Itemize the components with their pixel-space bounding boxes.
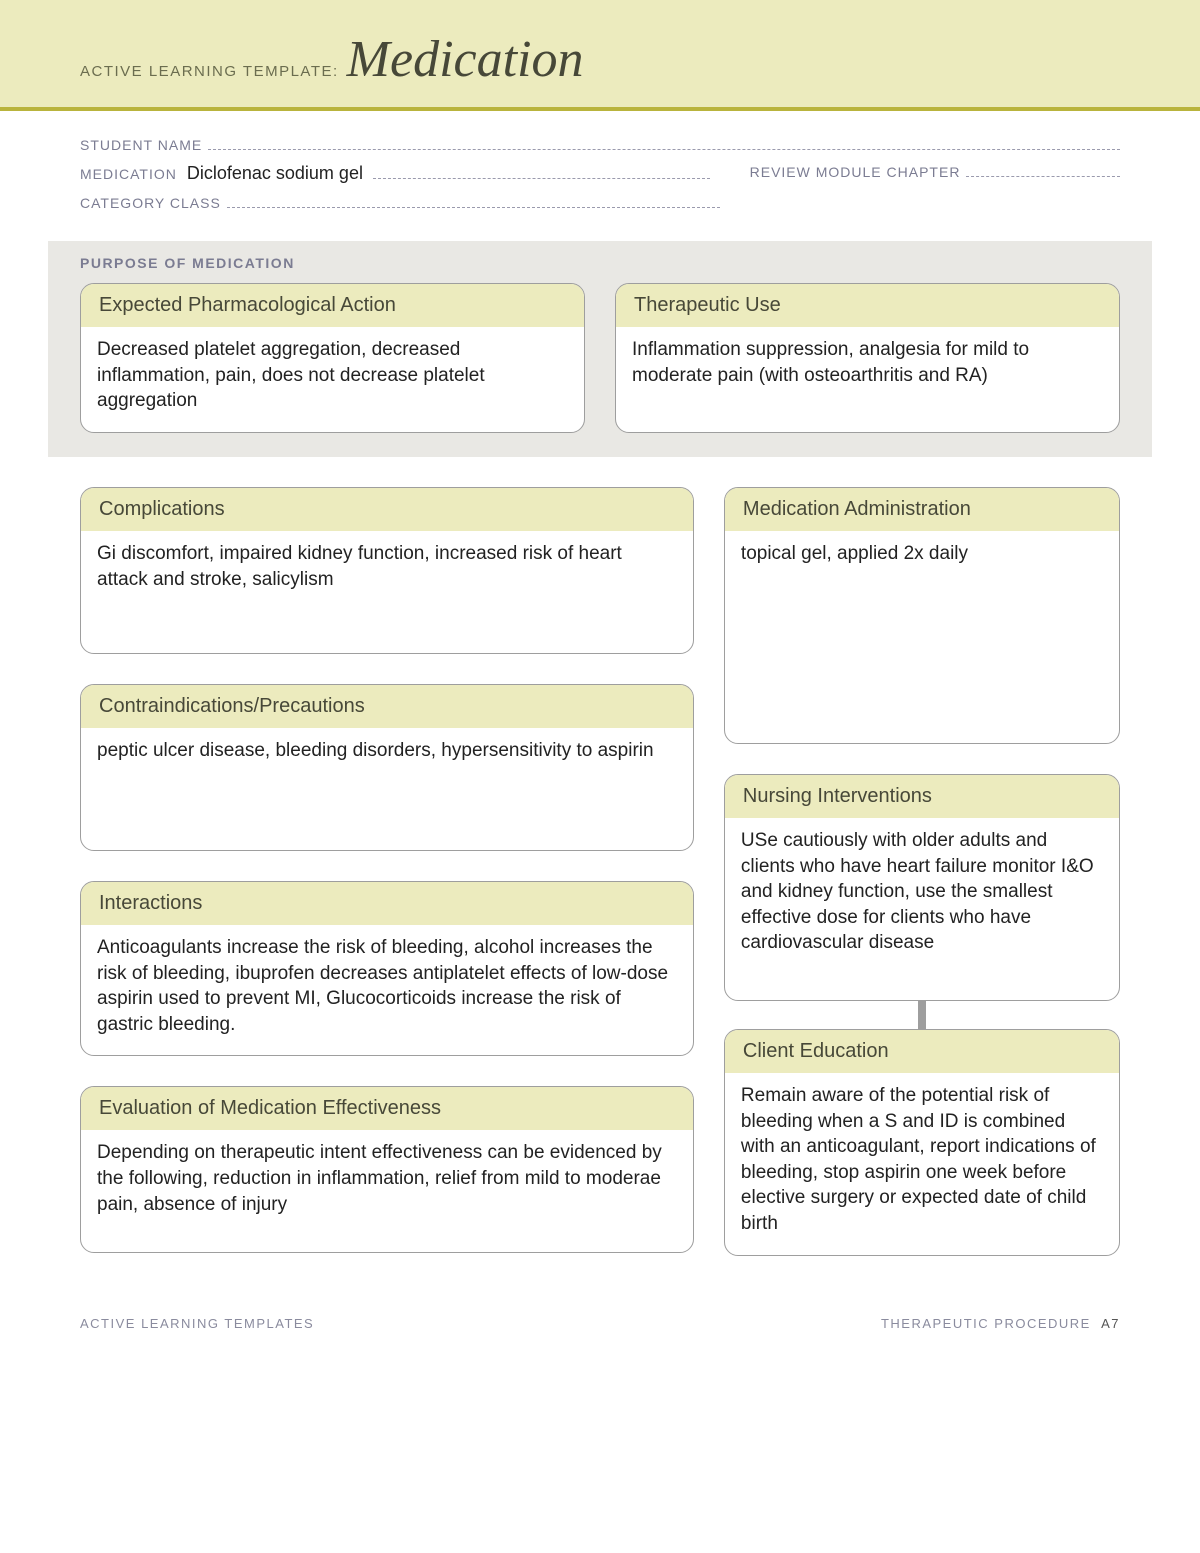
meta-block: STUDENT NAME MEDICATION Diclofenac sodiu… [0, 111, 1200, 231]
therapeutic-use-body: Inflammation suppression, analgesia for … [616, 329, 1119, 406]
footer: ACTIVE LEARNING TEMPLATES THERAPEUTIC PR… [0, 1256, 1200, 1331]
complications-title: Complications [81, 488, 693, 533]
complications-card: Complications Gi discomfort, impaired ki… [80, 487, 694, 654]
administration-title: Medication Administration [725, 488, 1119, 533]
review-field[interactable] [966, 163, 1120, 177]
purpose-section-label: PURPOSE OF MEDICATION [80, 255, 1120, 271]
complications-body: Gi discomfort, impaired kidney function,… [81, 533, 693, 653]
review-label: REVIEW MODULE CHAPTER [750, 164, 961, 180]
nursing-title: Nursing Interventions [725, 775, 1119, 820]
footer-right: THERAPEUTIC PROCEDURE A7 [881, 1316, 1120, 1331]
evaluation-body: Depending on therapeutic intent effectiv… [81, 1132, 693, 1252]
interactions-body: Anticoagulants increase the risk of blee… [81, 927, 693, 1056]
nursing-body: USe cautiously with older adults and cli… [725, 820, 1119, 1000]
evaluation-title: Evaluation of Medication Effectiveness [81, 1087, 693, 1132]
education-body: Remain aware of the potential risk of bl… [725, 1075, 1119, 1255]
expected-action-card: Expected Pharmacological Action Decrease… [80, 283, 585, 433]
category-label: CATEGORY CLASS [80, 195, 221, 211]
footer-left: ACTIVE LEARNING TEMPLATES [80, 1316, 314, 1331]
evaluation-card: Evaluation of Medication Effectiveness D… [80, 1086, 694, 1253]
page: ACTIVE LEARNING TEMPLATE: Medication STU… [0, 0, 1200, 1371]
purpose-section: PURPOSE OF MEDICATION Expected Pharmacol… [48, 241, 1152, 457]
education-card: Client Education Remain aware of the pot… [724, 1029, 1120, 1256]
contraindications-title: Contraindications/Precautions [81, 685, 693, 730]
therapeutic-use-card: Therapeutic Use Inflammation suppression… [615, 283, 1120, 433]
student-name-field[interactable] [208, 136, 1120, 150]
medication-label: MEDICATION [80, 166, 177, 182]
connector-line [918, 1001, 926, 1029]
student-name-label: STUDENT NAME [80, 137, 202, 153]
banner-title: Medication [347, 30, 584, 89]
contraindications-card: Contraindications/Precautions peptic ulc… [80, 684, 694, 851]
main-grid: Complications Gi discomfort, impaired ki… [0, 457, 1200, 1256]
banner: ACTIVE LEARNING TEMPLATE: Medication [0, 0, 1200, 111]
nursing-card: Nursing Interventions USe cautiously wit… [724, 774, 1120, 1001]
medication-value: Diclofenac sodium gel [183, 163, 367, 184]
right-column: Medication Administration topical gel, a… [724, 487, 1120, 1256]
footer-page: A7 [1101, 1316, 1120, 1331]
banner-prefix: ACTIVE LEARNING TEMPLATE: [80, 63, 339, 80]
administration-body: topical gel, applied 2x daily [725, 533, 1119, 743]
left-column: Complications Gi discomfort, impaired ki… [80, 487, 694, 1256]
interactions-card: Interactions Anticoagulants increase the… [80, 881, 694, 1057]
education-title: Client Education [725, 1030, 1119, 1075]
administration-card: Medication Administration topical gel, a… [724, 487, 1120, 744]
spacer [724, 744, 1120, 774]
category-field[interactable] [227, 194, 720, 208]
medication-field[interactable] [373, 165, 710, 179]
contraindications-body: peptic ulcer disease, bleeding disorders… [81, 730, 693, 850]
footer-right-text: THERAPEUTIC PROCEDURE [881, 1316, 1091, 1331]
expected-action-body: Decreased platelet aggregation, decrease… [81, 329, 584, 432]
interactions-title: Interactions [81, 882, 693, 927]
expected-action-title: Expected Pharmacological Action [81, 284, 584, 329]
therapeutic-use-title: Therapeutic Use [616, 284, 1119, 329]
